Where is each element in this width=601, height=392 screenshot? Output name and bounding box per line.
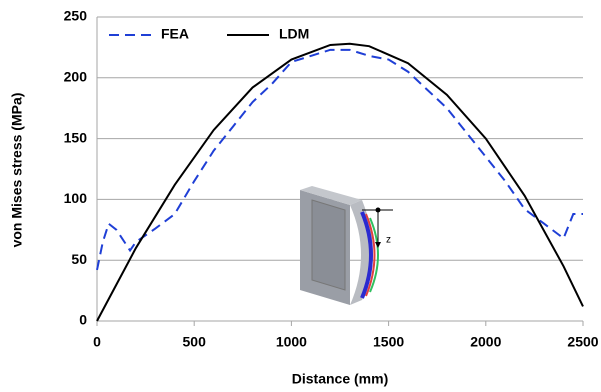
legend-label: FEA — [161, 26, 189, 42]
y-tick-label: 200 — [64, 69, 88, 85]
x-tick-label: 2500 — [567, 334, 598, 350]
inset-image — [300, 186, 393, 305]
y-axis-label: von Mises stress (MPa) — [9, 93, 25, 248]
x-axis-label: Distance (mm) — [292, 371, 388, 387]
x-tick-label: 500 — [183, 334, 207, 350]
y-tick-label: 150 — [64, 129, 88, 145]
x-tick-label: 2000 — [470, 334, 501, 350]
legend-label: LDM — [279, 26, 309, 42]
inset-label: z — [386, 235, 391, 246]
y-tick-label: 250 — [64, 8, 88, 24]
x-tick-label: 0 — [93, 334, 101, 350]
x-tick-label: 1000 — [276, 334, 307, 350]
y-tick-label: 50 — [71, 251, 87, 267]
x-tick-label: 1500 — [373, 334, 404, 350]
y-tick-label: 100 — [64, 190, 88, 206]
chart: Distance (mm) von Mises stress (MPa) 0 50… — [0, 0, 601, 392]
y-tick-label: 0 — [79, 312, 87, 328]
